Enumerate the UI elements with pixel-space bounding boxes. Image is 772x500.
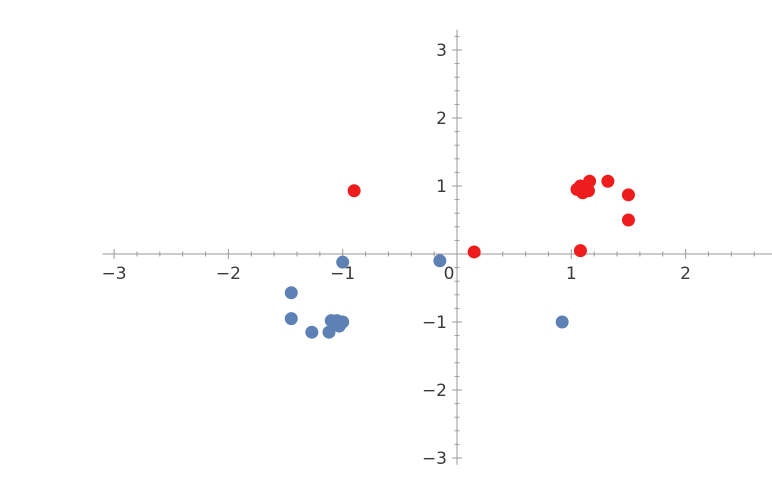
data-point [305, 325, 319, 339]
y-tick-label: −3 [422, 449, 447, 469]
x-tick-label: 0 [444, 264, 455, 284]
data-point [336, 315, 350, 329]
data-point [581, 184, 595, 198]
data-point [284, 286, 298, 300]
x-tick-label: −2 [216, 264, 241, 284]
data-point [573, 244, 587, 258]
data-point [347, 184, 361, 198]
data-point [555, 315, 569, 329]
data-point [467, 245, 481, 259]
y-tick-label: −1 [422, 313, 447, 333]
y-tick-label: 1 [436, 177, 447, 197]
y-tick-label: 2 [436, 109, 447, 129]
data-point [284, 312, 298, 326]
y-tick-label: −2 [422, 381, 447, 401]
x-tick-label: −3 [102, 264, 127, 284]
axes: −3−2−10123321−1−2−3 [102, 29, 772, 469]
x-tick-label: 1 [566, 264, 577, 284]
x-tick-label: −1 [330, 264, 355, 284]
data-points [284, 174, 635, 339]
data-point [601, 174, 615, 188]
data-point [322, 325, 336, 339]
data-point [336, 255, 350, 269]
data-point [583, 174, 597, 188]
data-point [621, 213, 635, 227]
x-tick-label: 2 [680, 264, 691, 284]
y-tick-label: 3 [436, 41, 447, 61]
data-point [433, 254, 447, 268]
data-point [621, 188, 635, 202]
